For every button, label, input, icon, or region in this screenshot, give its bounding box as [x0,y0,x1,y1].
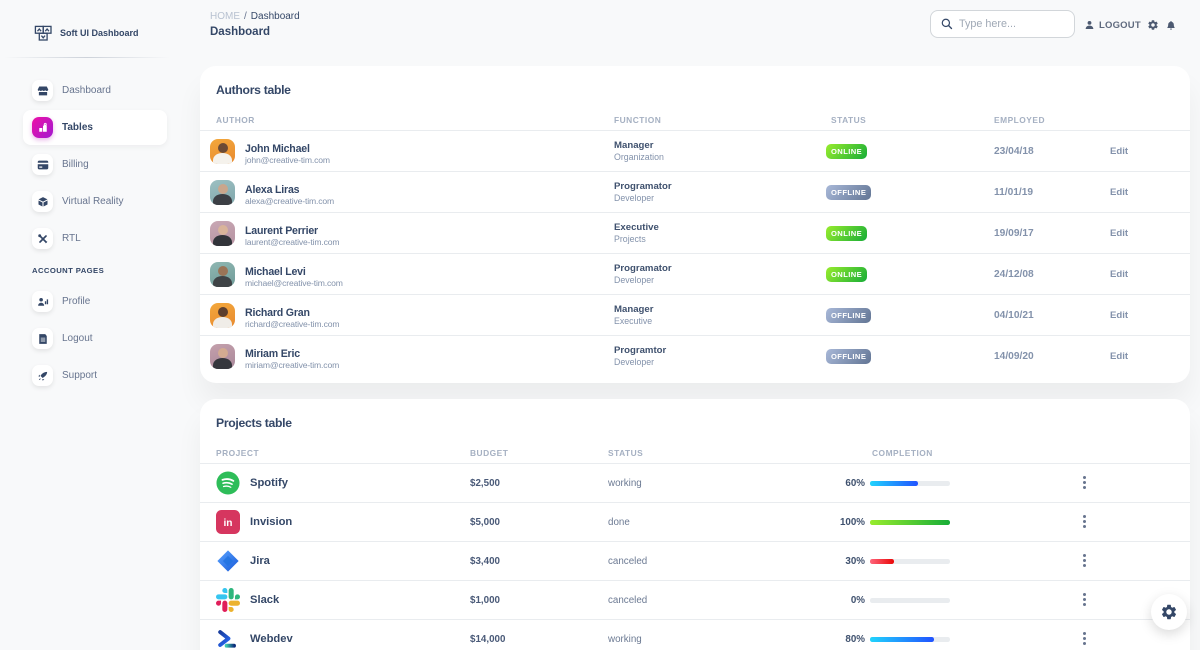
svg-text:in: in [223,518,232,529]
